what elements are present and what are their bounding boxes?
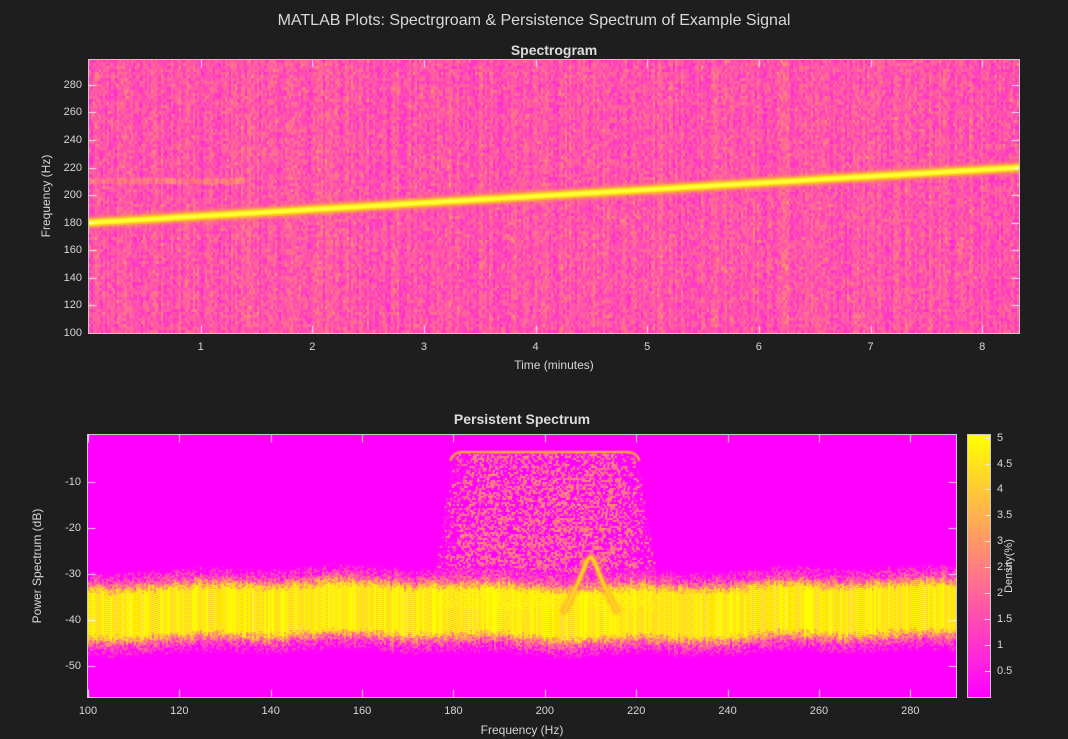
colorbar-tick-mark xyxy=(985,619,990,620)
persistent-spectrum-xtick-label: 220 xyxy=(616,704,656,718)
spectrogram-xtick-label: 4 xyxy=(516,340,556,354)
colorbar-tick-label: 0.5 xyxy=(997,664,1027,678)
persistent-spectrum-xtick-label: 180 xyxy=(433,704,473,718)
spectrogram-ytick-label: 220 xyxy=(27,161,82,175)
persistent-spectrum-xtick-label: 240 xyxy=(708,704,748,718)
persistent-spectrum-xtick-label: 140 xyxy=(251,704,291,718)
colorbar-tick-label: 4 xyxy=(997,482,1027,496)
persistent-spectrum-xtick-label: 120 xyxy=(159,704,199,718)
colorbar-tick-label: 3 xyxy=(997,534,1027,548)
spectrogram-ytick-label: 280 xyxy=(27,78,82,92)
colorbar-tick-label: 1.5 xyxy=(997,612,1027,626)
persistent-spectrum-xtick-label: 100 xyxy=(68,704,108,718)
persistent-spectrum-heatmap xyxy=(88,435,956,697)
spectrogram-heatmap xyxy=(89,60,1019,333)
colorbar-tick-label: 2 xyxy=(997,586,1027,600)
persistent-spectrum-title: Persistent Spectrum xyxy=(88,411,956,427)
persistent-spectrum-xtick-label: 200 xyxy=(525,704,565,718)
spectrogram-xtick-label: 8 xyxy=(962,340,1002,354)
spectrogram-ytick-label: 120 xyxy=(27,298,82,312)
spectrogram-axes xyxy=(88,59,1020,334)
colorbar-tick-mark xyxy=(985,489,990,490)
colorbar-tick-mark xyxy=(985,567,990,568)
colorbar-tick-mark xyxy=(985,515,990,516)
spectrogram-ytick-label: 200 xyxy=(27,188,82,202)
colorbar xyxy=(967,434,991,698)
colorbar-tick-mark xyxy=(985,671,990,672)
spectrogram-ytick-label: 100 xyxy=(27,326,82,340)
spectrogram-xtick-label: 6 xyxy=(739,340,779,354)
colorbar-tick-label: 1 xyxy=(997,638,1027,652)
colorbar-tick-mark xyxy=(985,464,990,465)
spectrogram-ytick-label: 140 xyxy=(27,271,82,285)
colorbar-tick-mark xyxy=(985,645,990,646)
persistent-spectrum-xtick-label: 260 xyxy=(799,704,839,718)
persistent-spectrum-xtick-label: 280 xyxy=(890,704,930,718)
spectrogram-title: Spectrogram xyxy=(89,42,1019,58)
persistent-spectrum-ytick-label: -10 xyxy=(26,475,81,489)
spectrogram-xlabel: Time (minutes) xyxy=(89,357,1019,373)
spectrogram-xtick-label: 2 xyxy=(292,340,332,354)
figure-title: MATLAB Plots: Spectrgroam & Persistence … xyxy=(0,12,1068,30)
spectrogram-ytick-label: 180 xyxy=(27,216,82,230)
persistent-spectrum-ytick-label: -20 xyxy=(26,521,81,535)
persistent-spectrum-xlabel: Frequency (Hz) xyxy=(88,722,956,738)
colorbar-tick-mark xyxy=(985,593,990,594)
colorbar-tick-label: 4.5 xyxy=(997,457,1027,471)
spectrogram-ytick-label: 260 xyxy=(27,105,82,119)
persistent-spectrum-ytick-label: -40 xyxy=(26,613,81,627)
persistent-spectrum-axes xyxy=(87,434,957,698)
spectrogram-ytick-label: 240 xyxy=(27,133,82,147)
colorbar-tick-label: 2.5 xyxy=(997,560,1027,574)
spectrogram-xtick-label: 3 xyxy=(404,340,444,354)
colorbar-tick-label: 3.5 xyxy=(997,508,1027,522)
matlab-figure: MATLAB Plots: Spectrgroam & Persistence … xyxy=(0,0,1068,739)
colorbar-tick-label: 5 xyxy=(997,431,1027,445)
spectrogram-xtick-label: 7 xyxy=(851,340,891,354)
colorbar-tick-mark xyxy=(985,541,990,542)
persistent-spectrum-xtick-label: 160 xyxy=(342,704,382,718)
persistent-spectrum-ytick-label: -50 xyxy=(26,659,81,673)
spectrogram-ytick-label: 160 xyxy=(27,243,82,257)
colorbar-tick-mark xyxy=(985,438,990,439)
spectrogram-xtick-label: 1 xyxy=(181,340,221,354)
spectrogram-xtick-label: 5 xyxy=(627,340,667,354)
persistent-spectrum-ytick-label: -30 xyxy=(26,567,81,581)
